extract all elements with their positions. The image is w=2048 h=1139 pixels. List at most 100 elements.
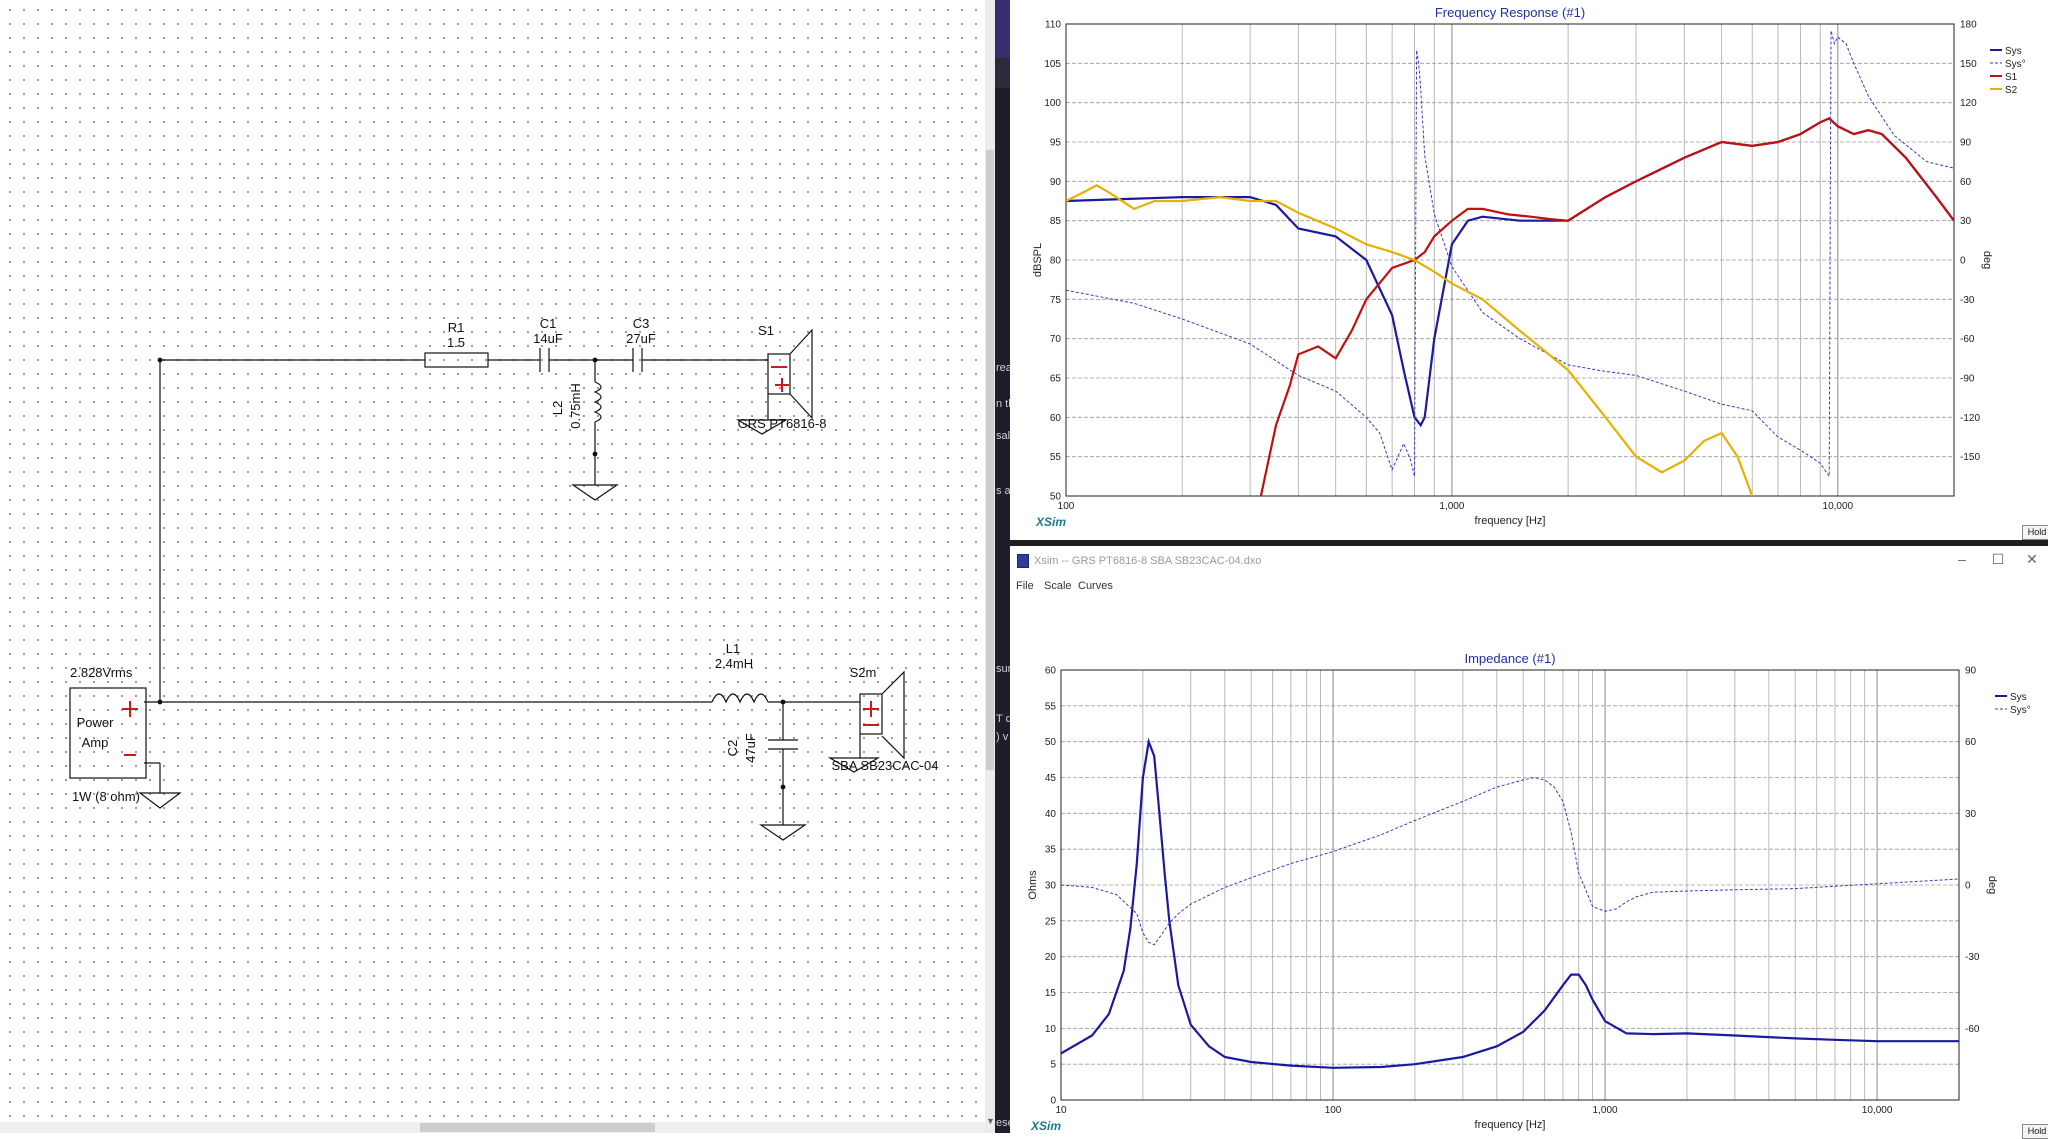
background-text: sur bbox=[996, 663, 1010, 675]
y2-tick-label: -90 bbox=[1960, 374, 1975, 385]
amp-power: 1W (8 ohm) bbox=[72, 789, 140, 804]
y-tick-label: 110 bbox=[1045, 20, 1061, 31]
xsim-logo: XSim bbox=[1030, 1119, 1061, 1133]
junction bbox=[780, 699, 786, 705]
background-window-strip: rea n tl sal s a sur T d ) v ese bbox=[995, 0, 1010, 1133]
window-titlebar[interactable]: Xsim -- GRS PT6816-8 SBA SB23CAC-04.dxo … bbox=[1010, 546, 2048, 576]
s1-speaker[interactable] bbox=[767, 353, 791, 395]
ground-symbol bbox=[138, 792, 182, 809]
series-line-0 bbox=[1061, 737, 1959, 1069]
hold-button[interactable]: Hold bbox=[2022, 525, 2048, 540]
legend-label: Sys bbox=[2010, 692, 2027, 703]
background-text: sal bbox=[996, 430, 1010, 442]
y-tick-label: 10 bbox=[1045, 1024, 1057, 1035]
x-tick-label: 10,000 bbox=[1823, 501, 1854, 512]
background-text: s a bbox=[996, 485, 1010, 497]
amp-voltage: 2.828Vrms bbox=[70, 665, 133, 680]
scrollbar-thumb[interactable] bbox=[986, 150, 994, 770]
y2-tick-label: 180 bbox=[1960, 20, 1977, 31]
impedance-window[interactable]: Xsim -- GRS PT6816-8 SBA SB23CAC-04.dxo … bbox=[1010, 546, 2048, 1139]
y2-tick-label: -30 bbox=[1960, 295, 1975, 306]
y-tick-label: 85 bbox=[1050, 216, 1062, 227]
background-text: ese bbox=[996, 1117, 1010, 1129]
x-tick-label: 1,000 bbox=[1593, 1105, 1618, 1116]
plot-frame bbox=[1065, 23, 1955, 497]
y-tick-label: 60 bbox=[1050, 413, 1062, 424]
y2-tick-label: 90 bbox=[1965, 666, 1977, 677]
hold-button[interactable]: Hold bbox=[2022, 1124, 2048, 1139]
ground-symbol bbox=[827, 757, 881, 773]
y2-tick-label: -60 bbox=[1960, 334, 1975, 345]
legend-label: Sys° bbox=[2005, 59, 2026, 70]
y2-tick-label: -60 bbox=[1965, 1024, 1980, 1035]
legend-label: S1 bbox=[2005, 72, 2018, 83]
xsim-app-icon bbox=[1017, 554, 1029, 568]
l1-inductor[interactable] bbox=[711, 693, 769, 704]
power-amp-box[interactable] bbox=[69, 687, 147, 779]
background-toolbar bbox=[995, 58, 1010, 88]
scrollbar-thumb[interactable] bbox=[420, 1123, 655, 1132]
y2-tick-label: 0 bbox=[1960, 256, 1966, 267]
series-line-0 bbox=[1066, 117, 1954, 428]
minimize-icon[interactable]: – bbox=[1958, 551, 1966, 567]
window-title: Xsim -- GRS PT6816-8 SBA SB23CAC-04.dxo bbox=[1034, 555, 1262, 567]
close-icon[interactable]: ✕ bbox=[2026, 551, 2038, 567]
junction bbox=[780, 784, 786, 790]
menu-file[interactable]: File bbox=[1016, 580, 1034, 592]
menu-scale[interactable]: Scale bbox=[1044, 580, 1072, 592]
s1-driver: GRS PT6816-8 bbox=[738, 416, 827, 431]
y-tick-label: 55 bbox=[1050, 452, 1062, 463]
y-tick-label: 25 bbox=[1045, 916, 1057, 927]
s2-driver: SBA SB23CAC-04 bbox=[832, 758, 939, 773]
maximize-icon[interactable]: ☐ bbox=[1991, 551, 2005, 567]
c3-name: C3 bbox=[633, 316, 650, 331]
l2-inductor[interactable] bbox=[593, 381, 602, 423]
x-tick-label: 1,000 bbox=[1439, 501, 1464, 512]
junction bbox=[592, 357, 598, 363]
x-axis-label: frequency [Hz] bbox=[1475, 1119, 1546, 1131]
y-tick-label: 95 bbox=[1050, 138, 1062, 149]
s1-cone bbox=[789, 328, 813, 420]
l1-value: 2.4mH bbox=[715, 656, 753, 671]
frequency-response-chart[interactable]: 110 105 100 95 90 85 80 75 70 65 60 55 50 180 150 120 90… bbox=[1010, 0, 2048, 540]
y-tick-label: 0 bbox=[1050, 1096, 1056, 1107]
y-tick-label: 70 bbox=[1050, 334, 1062, 345]
frequency-response-window[interactable]: 110 105 100 95 90 85 80 75 70 65 60 55 50 180 150 120 90… bbox=[1010, 0, 2048, 540]
amp-label-line2: Amp bbox=[82, 735, 109, 750]
y-tick-label: 20 bbox=[1045, 952, 1057, 963]
c2-name: C2 bbox=[725, 740, 740, 757]
junction bbox=[157, 699, 163, 705]
c3-value: 27uF bbox=[626, 331, 656, 346]
background-header bbox=[995, 0, 1010, 58]
c2-value: 47uF bbox=[743, 733, 758, 763]
y-axis-label: Ohms bbox=[1027, 870, 1039, 900]
y-tick-label: 50 bbox=[1050, 492, 1062, 503]
y2-tick-label: 60 bbox=[1965, 737, 1977, 748]
amp-label-line1: Power bbox=[77, 715, 115, 730]
series-line-2 bbox=[1259, 117, 1954, 496]
y-tick-label: 55 bbox=[1045, 701, 1057, 712]
c1-value: 14uF bbox=[533, 331, 563, 346]
x-tick-label: 100 bbox=[1058, 501, 1075, 512]
c1-name: C1 bbox=[540, 316, 557, 331]
menu-curves[interactable]: Curves bbox=[1078, 580, 1113, 592]
x-tick-label: 100 bbox=[1325, 1105, 1342, 1116]
r1-resistor[interactable] bbox=[424, 352, 489, 368]
y-tick-label: 75 bbox=[1050, 295, 1062, 306]
schematic-drawing[interactable]: R1 1.5 C1 14uF C3 27uF S1 GRS PT6816-8 L… bbox=[0, 0, 985, 1120]
window-divider bbox=[1010, 540, 2048, 546]
y-tick-label: 80 bbox=[1050, 256, 1062, 267]
y-tick-label: 15 bbox=[1045, 988, 1057, 999]
menu-bar: File Scale Curves bbox=[1010, 576, 2048, 596]
y-axis-label: dBSPL bbox=[1032, 243, 1044, 277]
y2-tick-label: 150 bbox=[1960, 59, 1977, 70]
s1-name: S1 bbox=[758, 323, 774, 338]
schematic-canvas[interactable] bbox=[0, 0, 985, 1133]
scroll-down-arrow[interactable]: ▼ bbox=[986, 1116, 995, 1126]
y-tick-label: 35 bbox=[1045, 845, 1057, 856]
s2-speaker[interactable] bbox=[859, 693, 883, 735]
y2-tick-label: -150 bbox=[1960, 452, 1980, 463]
ground-symbol bbox=[571, 484, 619, 501]
y-tick-label: 45 bbox=[1045, 773, 1057, 784]
